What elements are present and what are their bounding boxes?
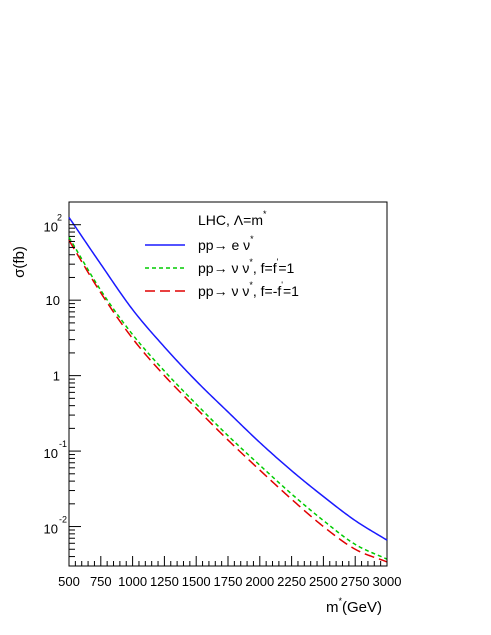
x-tick-label: 2500	[309, 574, 338, 589]
y-tick-label: 1	[53, 369, 60, 384]
y-tick-label: 10	[46, 293, 60, 308]
x-tick-label: 1750	[214, 574, 243, 589]
legend-entry-nn-minus-tail: =1	[283, 283, 299, 299]
legend-entry-nn-plus-suffix: , f=f	[253, 260, 277, 276]
x-axis: 500 750 1000 1250 1500 1750 2000 2250 2500 2750 30…	[58, 556, 401, 589]
legend-entry-nn-plus-suffix-sup: '	[277, 257, 279, 267]
plot-border	[68, 201, 388, 567]
y-tick-label: 10	[44, 446, 58, 461]
legend-entry-nn-minus: pp→ ν ν*, f=-f'=1	[198, 280, 299, 299]
x-tick-label: 2750	[341, 574, 370, 589]
legend-entry-nn-plus-sup: *	[249, 257, 253, 267]
x-axis-title-base: m	[326, 599, 339, 616]
legend-entry-ev-sup: *	[250, 234, 254, 244]
y-tick-label: 10	[44, 220, 58, 235]
y-tick-label: 10	[44, 522, 58, 537]
x-tick-label: 2000	[245, 574, 274, 589]
legend-entry-nn-plus-tail: =1	[278, 260, 294, 276]
legend-entry-ev: pp→ e ν*	[198, 234, 254, 253]
x-axis-title: m*(GeV)	[326, 596, 382, 616]
x-axis-title-sup: *	[339, 596, 343, 606]
curve-nn-plus	[68, 236, 388, 560]
y-axis-title: σ(fb)	[11, 246, 28, 278]
y-tick-exponent: 2	[57, 213, 62, 223]
legend-entry-nn-minus-suffix-sup: '	[281, 280, 283, 290]
curve-ev	[68, 216, 388, 541]
legend-header: LHC, Λ=m*	[198, 209, 267, 228]
legend-entry-nn-minus-suffix: , f=-f	[253, 283, 282, 299]
x-tick-label: 3000	[373, 574, 402, 589]
x-tick-label: 1250	[150, 574, 179, 589]
legend-entry-nn-plus-text: pp→ ν ν	[198, 260, 249, 276]
x-axis-title-unit: (GeV)	[342, 599, 382, 616]
legend-header-text: LHC, Λ=m	[198, 212, 263, 228]
x-tick-label: 1000	[118, 574, 147, 589]
x-tick-label: 500	[58, 574, 80, 589]
plot-frame	[68, 201, 388, 567]
curve-nn-minus	[68, 239, 388, 563]
legend-header-sup: *	[263, 209, 267, 219]
legend-entry-nn-plus: pp→ ν ν*, f=f'=1	[198, 257, 295, 276]
y-tick-exponent: -2	[59, 515, 67, 525]
legend: LHC, Λ=m* pp→ e ν* pp→ ν ν*, f=f'=1 pp→ …	[145, 209, 299, 299]
legend-entry-nn-minus-sup: *	[249, 280, 253, 290]
x-tick-label: 750	[90, 574, 112, 589]
y-tick-exponent: -1	[59, 439, 67, 449]
legend-entry-ev-text: pp→ e ν	[198, 237, 250, 253]
legend-entry-nn-minus-text: pp→ ν ν	[198, 283, 249, 299]
x-tick-label: 2250	[277, 574, 306, 589]
x-tick-label: 1500	[182, 574, 211, 589]
series-curves	[68, 216, 388, 563]
